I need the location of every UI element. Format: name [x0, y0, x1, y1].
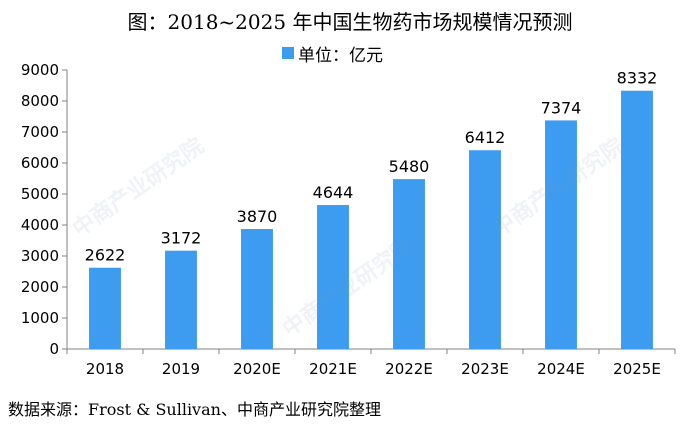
data-label: 7374 — [541, 98, 582, 117]
y-tick-label: 3000 — [21, 247, 59, 265]
y-tick-label: 6000 — [21, 154, 59, 172]
x-tick-label: 2021E — [309, 360, 357, 378]
y-tick-label: 7000 — [21, 123, 59, 141]
bar — [165, 250, 197, 349]
x-tick-label: 2022E — [385, 360, 433, 378]
x-tick-label: 2018 — [86, 360, 124, 378]
data-label: 4644 — [313, 183, 354, 202]
x-tick-label: 2023E — [461, 360, 509, 378]
x-tick-label: 2020E — [233, 360, 281, 378]
bar — [241, 229, 273, 349]
y-tick-label: 4000 — [21, 216, 59, 234]
y-tick-label: 9000 — [21, 61, 59, 79]
bar — [317, 205, 349, 349]
y-tick-label: 0 — [49, 340, 59, 358]
bar — [89, 267, 121, 349]
data-label: 8332 — [617, 69, 658, 88]
data-label: 3172 — [161, 229, 202, 248]
x-tick-label: 2024E — [537, 360, 585, 378]
bar — [393, 179, 425, 349]
data-label: 6412 — [465, 128, 506, 147]
y-tick-label: 5000 — [21, 185, 59, 203]
y-tick-label: 1000 — [21, 309, 59, 327]
bar — [621, 90, 653, 349]
y-tick-label: 2000 — [21, 278, 59, 296]
data-label: 2622 — [85, 246, 126, 265]
bar — [545, 120, 577, 349]
chart-title: 图：2018~2025 年中国生物药市场规模情况预测 — [127, 10, 573, 34]
x-tick-label: 2025E — [613, 360, 661, 378]
legend: 单位：亿元 — [282, 42, 383, 66]
legend-swatch — [282, 47, 294, 59]
data-label: 3870 — [237, 207, 278, 226]
y-tick-label: 8000 — [21, 92, 59, 110]
bar — [469, 150, 501, 349]
x-tick-label: 2019 — [162, 360, 200, 378]
source-note: 数据来源：Frost & Sullivan、中商产业研究院整理 — [8, 400, 381, 419]
legend-label: 单位：亿元 — [298, 45, 383, 66]
data-label: 5480 — [389, 157, 430, 176]
